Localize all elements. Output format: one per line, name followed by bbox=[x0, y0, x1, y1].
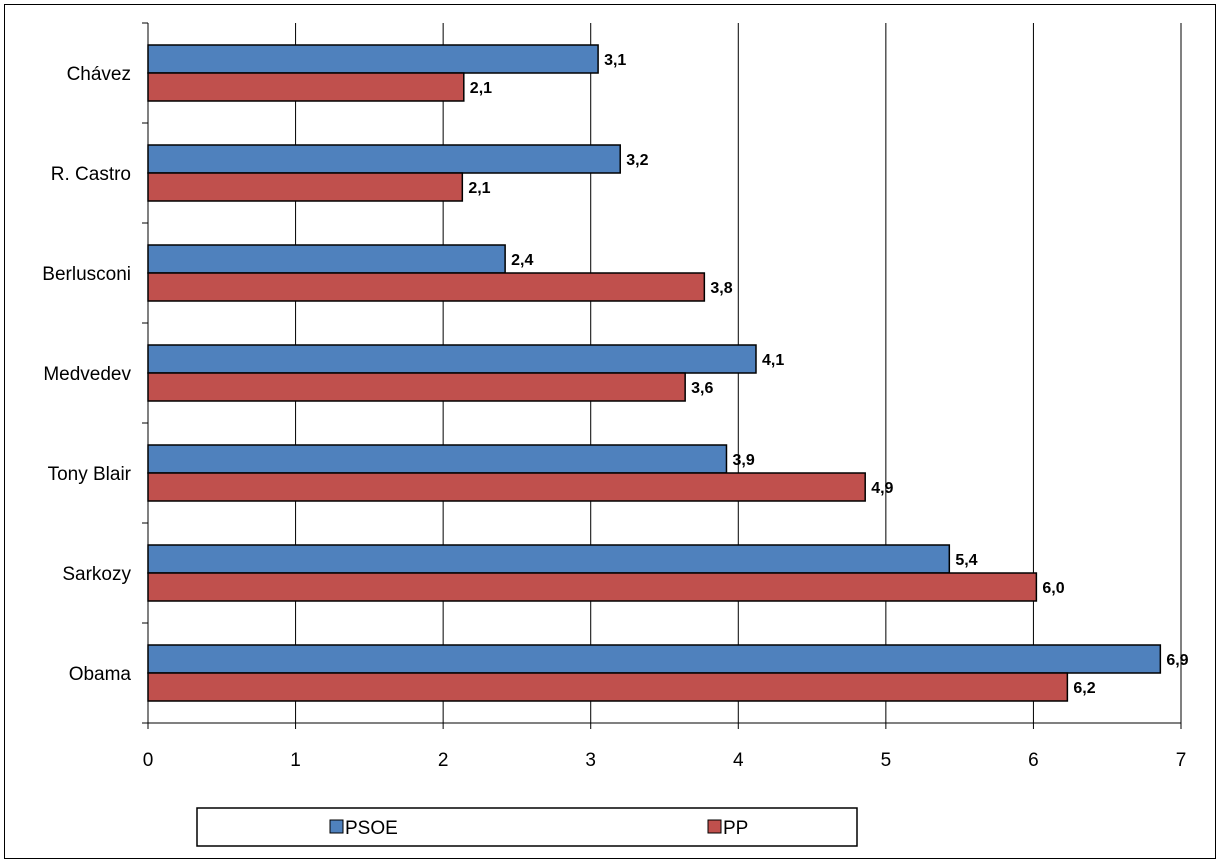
data-label: 4,1 bbox=[762, 352, 784, 369]
axes: 0 1 2 3 4 5 6 7 bbox=[142, 22, 1187, 771]
bar-psoe bbox=[147, 544, 951, 574]
bar-pp bbox=[147, 372, 686, 402]
x-tick-label: 3 bbox=[585, 750, 596, 771]
legend-label-psoe: PSOE bbox=[345, 818, 398, 839]
bar-psoe bbox=[147, 244, 506, 274]
bars bbox=[147, 44, 1162, 702]
data-label: 6,0 bbox=[1042, 580, 1064, 597]
bar-psoe bbox=[147, 344, 757, 374]
x-tick-label: 7 bbox=[1176, 750, 1187, 771]
category-label: R. Castro bbox=[51, 164, 131, 185]
category-label: Medvedev bbox=[43, 364, 131, 385]
bar-pp bbox=[147, 672, 1069, 702]
bar-pp bbox=[147, 572, 1038, 602]
bar-psoe bbox=[147, 644, 1162, 674]
data-label: 3,2 bbox=[626, 152, 648, 169]
x-tick-label: 4 bbox=[733, 750, 744, 771]
category-label: Sarkozy bbox=[62, 564, 131, 585]
bar-psoe bbox=[147, 44, 599, 74]
data-label: 2,1 bbox=[470, 80, 492, 97]
category-label: Chávez bbox=[67, 64, 131, 85]
data-label: 5,4 bbox=[955, 552, 977, 569]
legend-label-pp: PP bbox=[723, 818, 748, 839]
x-tick-label: 2 bbox=[438, 750, 449, 771]
data-label: 4,9 bbox=[871, 480, 893, 497]
data-label: 2,1 bbox=[468, 180, 490, 197]
category-label: Berlusconi bbox=[42, 264, 131, 285]
category-label: Tony Blair bbox=[48, 464, 132, 485]
labels: 3,1 2,1 Chávez 3,2 2,1 R. Castro 2,4 3,8 Berlusc… bbox=[42, 52, 1188, 697]
bar-pp bbox=[147, 472, 866, 502]
legend: PSOE PP bbox=[196, 807, 858, 847]
x-tick-label: 1 bbox=[290, 750, 301, 771]
data-label: 3,6 bbox=[691, 380, 713, 397]
bar-psoe bbox=[147, 144, 621, 174]
x-tick-label: 6 bbox=[1028, 750, 1039, 771]
category-label: Obama bbox=[69, 664, 132, 685]
bar-pp bbox=[147, 172, 464, 202]
x-tick-label: 0 bbox=[143, 750, 154, 771]
x-tick-label: 5 bbox=[881, 750, 892, 771]
legend-box bbox=[196, 807, 858, 847]
bar-pp bbox=[147, 72, 465, 102]
gridlines bbox=[295, 23, 1182, 723]
legend-swatch-psoe bbox=[329, 819, 344, 834]
data-label: 2,4 bbox=[511, 252, 533, 269]
data-label: 6,2 bbox=[1073, 680, 1095, 697]
data-label: 3,1 bbox=[604, 52, 626, 69]
data-label: 6,9 bbox=[1166, 652, 1188, 669]
data-label: 3,9 bbox=[732, 452, 754, 469]
legend-swatch-pp bbox=[707, 819, 722, 834]
data-label: 3,8 bbox=[710, 280, 732, 297]
bar-pp bbox=[147, 272, 706, 302]
bar-psoe bbox=[147, 444, 728, 474]
